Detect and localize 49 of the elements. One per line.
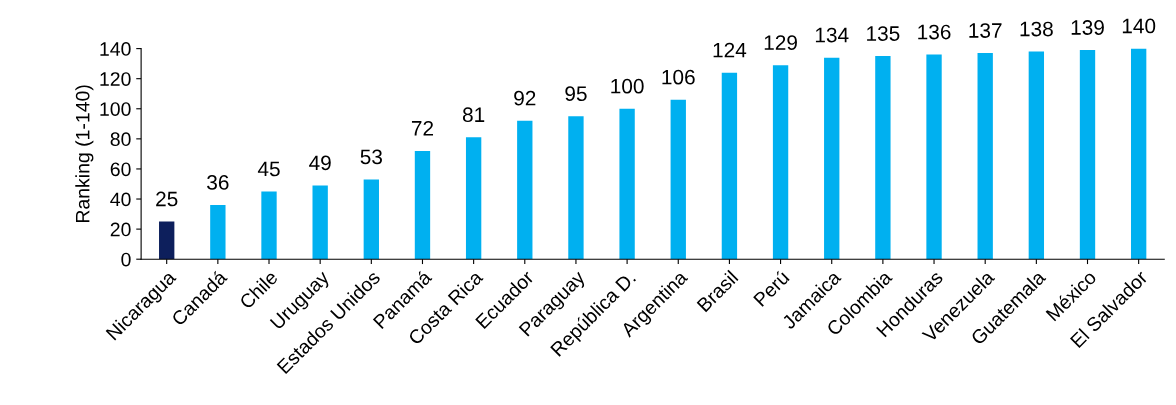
bar xyxy=(465,137,482,260)
bar xyxy=(670,99,686,260)
y-tick-label: 40 xyxy=(110,192,131,207)
bar xyxy=(824,57,840,260)
bar xyxy=(977,53,993,260)
y-tick-label: 140 xyxy=(100,42,131,56)
data-label: 100 xyxy=(611,78,644,94)
bar xyxy=(1130,48,1147,260)
y-tick-label: 100 xyxy=(100,102,131,117)
y-tick-label: 120 xyxy=(100,72,131,86)
y-tick-label: 20 xyxy=(110,222,131,237)
data-label: 134 xyxy=(815,27,849,43)
data-label: 138 xyxy=(1020,21,1053,37)
bar xyxy=(772,65,789,260)
bar xyxy=(517,120,533,260)
data-label: 92 xyxy=(514,90,536,106)
y-tick-label: 0 xyxy=(121,252,131,267)
data-label: 45 xyxy=(257,161,280,177)
data-label: 25 xyxy=(156,191,178,207)
y-tick-label: 60 xyxy=(110,162,131,177)
data-label: 81 xyxy=(462,107,485,123)
bar xyxy=(210,205,226,260)
data-label: 53 xyxy=(360,149,382,165)
bar xyxy=(363,179,379,260)
data-label: 136 xyxy=(918,24,951,40)
data-label: 124 xyxy=(713,42,747,58)
bar xyxy=(875,56,891,260)
bar xyxy=(1079,50,1096,260)
bar xyxy=(414,150,431,260)
bar xyxy=(159,221,175,260)
data-label: 95 xyxy=(565,86,587,102)
bar xyxy=(312,185,328,260)
bar xyxy=(619,108,635,260)
bar xyxy=(261,191,277,260)
data-label: 140 xyxy=(1122,18,1156,34)
y-tick-label: 80 xyxy=(110,132,131,147)
bar xyxy=(568,116,584,260)
data-label: 139 xyxy=(1071,20,1104,35)
data-label: 135 xyxy=(867,26,900,41)
data-label: 49 xyxy=(309,155,331,171)
bar xyxy=(926,54,942,260)
data-label: 129 xyxy=(764,35,797,50)
bar xyxy=(721,72,738,260)
data-label: 36 xyxy=(207,175,229,190)
data-label: 106 xyxy=(662,69,695,85)
bar xyxy=(1028,51,1045,260)
data-label: 137 xyxy=(969,23,1002,38)
data-label: 72 xyxy=(411,120,434,136)
y-axis-title: Ranking (1-140) xyxy=(75,85,94,223)
